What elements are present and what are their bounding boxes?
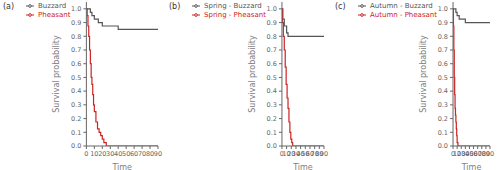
html-text:0 10: 0 10: [279, 149, 291, 158]
svg-text:Time: Time: [292, 163, 313, 170]
html-text:Autumn - Pheasant: Autumn - Pheasant: [370, 11, 437, 19]
html-text:Buzzard: Buzzard: [38, 2, 67, 10]
html-text:Spring - Buzzard: Spring - Buzzard: [204, 2, 262, 10]
svg-text:90: 90: [320, 150, 328, 158]
svg-text:0.9: 0.9: [267, 19, 277, 27]
svg-text:0.6: 0.6: [267, 60, 277, 68]
svg-text:Time: Time: [461, 163, 482, 170]
html-text:Spring - Pheasant: Spring - Pheasant: [204, 11, 266, 19]
html-text:(c): (c): [335, 2, 346, 11]
svg-text:0.1: 0.1: [267, 129, 277, 137]
svg-text:Survival probability: Survival probability: [248, 35, 257, 113]
svg-text:0.3: 0.3: [438, 101, 448, 109]
svg-text:0.4: 0.4: [71, 87, 81, 95]
svg-text:0.7: 0.7: [267, 46, 277, 54]
svg-text:1.0: 1.0: [267, 5, 277, 13]
html-text:(a): (a): [3, 2, 15, 11]
svg-text:Survival probability: Survival probability: [419, 35, 428, 113]
svg-text:0.7: 0.7: [438, 46, 448, 54]
html-text:Autumn - Buzzard: Autumn - Buzzard: [370, 2, 433, 10]
svg-text:0.5: 0.5: [71, 74, 81, 82]
svg-text:0.9: 0.9: [71, 19, 81, 27]
svg-text:0.0: 0.0: [71, 142, 81, 150]
svg-text:0.2: 0.2: [267, 115, 277, 123]
svg-text:0.6: 0.6: [438, 60, 448, 68]
svg-text:1.0: 1.0: [438, 5, 448, 13]
svg-text:Time: Time: [111, 163, 132, 170]
svg-text:0.2: 0.2: [71, 115, 81, 123]
svg-text:0.8: 0.8: [71, 33, 81, 41]
svg-text:0.9: 0.9: [438, 19, 448, 27]
svg-text:0.3: 0.3: [267, 101, 277, 109]
html-text:Pheasant: Pheasant: [38, 11, 71, 19]
svg-text:0.4: 0.4: [438, 87, 448, 95]
svg-text:0.1: 0.1: [438, 129, 448, 137]
svg-text:0: 0: [84, 150, 88, 158]
svg-text:0.0: 0.0: [438, 142, 448, 150]
svg-text:1.0: 1.0: [71, 5, 81, 13]
html-text:10 20 30 40 50 60 70 80: 10 20 30 40 50 60 70 80: [90, 149, 155, 158]
svg-text:0.3: 0.3: [71, 101, 81, 109]
svg-text:0.8: 0.8: [438, 33, 448, 41]
svg-text:0.5: 0.5: [438, 74, 448, 82]
svg-text:0.2: 0.2: [438, 115, 448, 123]
svg-text:0.0: 0.0: [267, 142, 277, 150]
svg-text:0.5: 0.5: [267, 74, 277, 82]
svg-text:0.7: 0.7: [71, 46, 81, 54]
svg-text:0.1: 0.1: [71, 129, 81, 137]
svg-text:0.8: 0.8: [267, 33, 277, 41]
svg-text:0.4: 0.4: [267, 87, 277, 95]
svg-text:Survival probability: Survival probability: [52, 35, 61, 113]
svg-text:0.6: 0.6: [71, 60, 81, 68]
html-text:(b): (b): [169, 2, 181, 11]
svg-text:90: 90: [486, 150, 494, 158]
svg-text:90: 90: [154, 150, 162, 158]
